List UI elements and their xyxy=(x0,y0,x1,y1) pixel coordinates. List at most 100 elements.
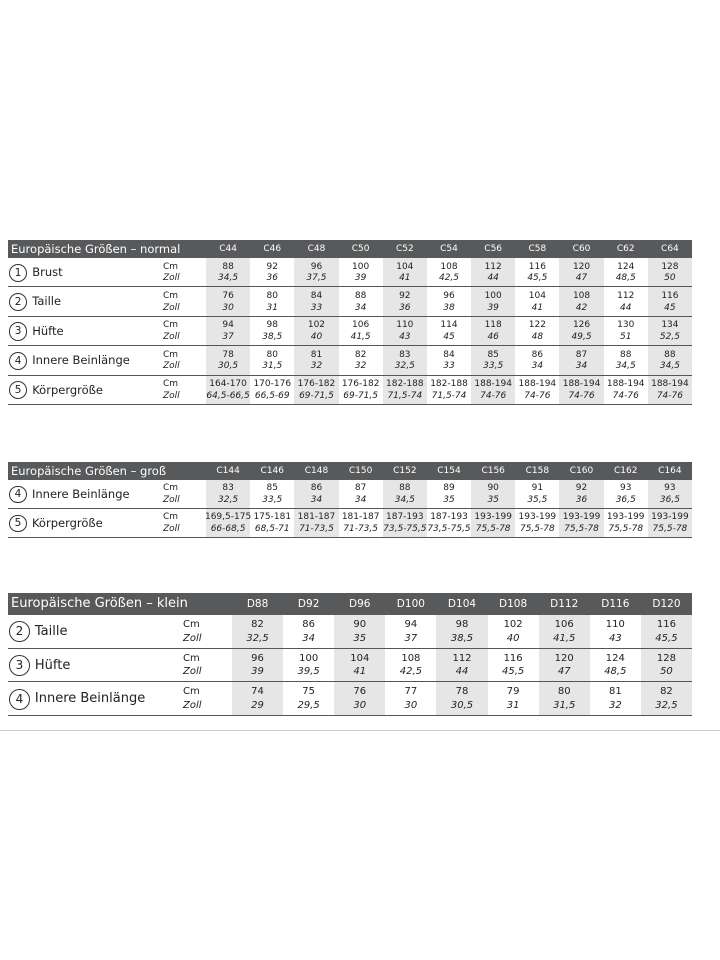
cell-inch: 31,5 xyxy=(553,699,576,711)
cell-inch: 44 xyxy=(455,666,469,678)
row-rule xyxy=(8,374,692,376)
cell-inch: 35 xyxy=(487,495,499,506)
cell-inch: 42,5 xyxy=(399,666,423,678)
cell-cm: 90 xyxy=(487,483,499,494)
unit-label: Cm xyxy=(183,619,200,631)
cell-inch: 32 xyxy=(310,361,323,372)
cell-cm: 110 xyxy=(396,320,414,331)
cell-cm: 108 xyxy=(440,261,458,272)
cell-cm: 100 xyxy=(352,261,370,272)
cell-inch: 32,5 xyxy=(246,632,269,644)
unit-label: Cm xyxy=(163,379,179,390)
cell-inch: 75,5-78 xyxy=(564,524,599,535)
cell-inch: 35,5 xyxy=(527,495,548,506)
cell-inch: 30 xyxy=(353,699,367,711)
cell-inch: 29 xyxy=(251,699,264,711)
cell-cm: 182-188 xyxy=(386,379,424,390)
column-header: C144 xyxy=(216,466,240,476)
cell-cm: 93 xyxy=(619,483,632,494)
column-header: C156 xyxy=(481,466,505,476)
row-rule xyxy=(8,315,692,317)
cell-inch: 33,5 xyxy=(262,495,283,506)
row-label: Körpergröße xyxy=(31,516,103,530)
cell-cm: 188-194 xyxy=(562,379,601,390)
row-number: 4 xyxy=(9,485,27,504)
column-header: D88 xyxy=(246,598,269,610)
cell-inch: 37,5 xyxy=(306,273,327,284)
cell-inch: 50 xyxy=(660,666,673,678)
cell-inch: 74-76 xyxy=(656,390,683,401)
cell-cm: 80 xyxy=(557,686,571,698)
row-label: Taille xyxy=(32,294,62,309)
row-number: 3 xyxy=(9,655,30,676)
column-header: C56 xyxy=(484,244,503,254)
table-header: Europäische Größen – groß C144 C146 C148 C15… xyxy=(8,462,692,480)
cell-cm: 76 xyxy=(353,686,367,698)
cell-inch: 34,5 xyxy=(659,361,680,372)
cell-cm: 83 xyxy=(222,483,234,494)
unit-label: Zoll xyxy=(183,699,202,711)
cell-cm: 104 xyxy=(350,652,370,664)
table-header: Europäische Größen – klein D88 D92 D96 D100 D… xyxy=(8,593,692,615)
cell-inch: 71,5-74 xyxy=(431,390,467,401)
cell-cm: 89 xyxy=(443,483,455,494)
cell-cm: 79 xyxy=(506,686,520,698)
cell-cm: 77 xyxy=(404,686,418,698)
row-rule xyxy=(8,404,692,405)
column-shade xyxy=(640,615,692,717)
cell-cm: 102 xyxy=(307,320,326,331)
cell-cm: 80 xyxy=(266,349,278,360)
cell-cm: 170-176 xyxy=(253,379,292,390)
column-header: D112 xyxy=(550,598,579,610)
cell-inch: 34,5 xyxy=(615,361,636,372)
cell-inch: 44 xyxy=(487,273,499,284)
cell-inch: 31 xyxy=(266,302,278,313)
cell-inch: 45,5 xyxy=(527,273,548,284)
cell-inch: 69-71,5 xyxy=(343,390,378,401)
cell-cm: 116 xyxy=(656,619,676,631)
cell-cm: 93 xyxy=(664,483,676,494)
row-rule xyxy=(8,286,692,288)
unit-label: Zoll xyxy=(163,361,180,372)
cell-inch: 34 xyxy=(531,361,544,372)
cell-cm: 88 xyxy=(354,290,367,301)
column-header: C158 xyxy=(525,466,550,476)
column-header: C154 xyxy=(437,466,461,476)
cell-cm: 83 xyxy=(399,349,411,360)
cell-cm: 96 xyxy=(251,652,264,664)
cell-inch: 71-73,5 xyxy=(299,524,334,535)
row-label: Taille xyxy=(34,624,68,639)
row-rule xyxy=(8,508,692,509)
cell-cm: 114 xyxy=(440,320,458,331)
cell-inch: 38,5 xyxy=(262,332,283,343)
cell-cm: 187-193 xyxy=(430,512,468,523)
column-header: C60 xyxy=(572,244,591,254)
cell-cm: 87 xyxy=(575,349,588,360)
cell-cm: 106 xyxy=(352,320,370,331)
cell-cm: 176-182 xyxy=(341,379,380,390)
cell-cm: 175-181 xyxy=(253,512,292,523)
cell-inch: 74-76 xyxy=(524,390,551,401)
cell-inch: 29,5 xyxy=(297,699,320,711)
cell-inch: 31,5 xyxy=(262,361,283,372)
cell-inch: 41,5 xyxy=(350,332,371,343)
unit-label: Zoll xyxy=(163,302,180,313)
column-header: C44 xyxy=(219,244,237,254)
size-table: Europäische Größen – klein D88 D92 D96 D100 D… xyxy=(8,593,692,717)
cell-inch: 32,5 xyxy=(218,495,239,506)
cell-cm: 193-199 xyxy=(562,512,601,523)
unit-label: Cm xyxy=(163,261,179,272)
cell-inch: 32 xyxy=(354,361,367,372)
cell-inch: 74-76 xyxy=(480,390,507,401)
cell-inch: 34 xyxy=(310,495,323,506)
row-rule xyxy=(8,345,692,347)
column-shade xyxy=(471,480,516,538)
unit-label: Zoll xyxy=(163,332,180,343)
column-header: C64 xyxy=(661,244,679,254)
cell-inch: 40 xyxy=(310,332,323,343)
cell-cm: 108 xyxy=(572,290,591,301)
cell-inch: 46 xyxy=(487,332,499,343)
unit-label: Cm xyxy=(183,686,200,698)
cell-cm: 187-193 xyxy=(386,512,424,523)
cell-cm: 124 xyxy=(617,261,635,272)
